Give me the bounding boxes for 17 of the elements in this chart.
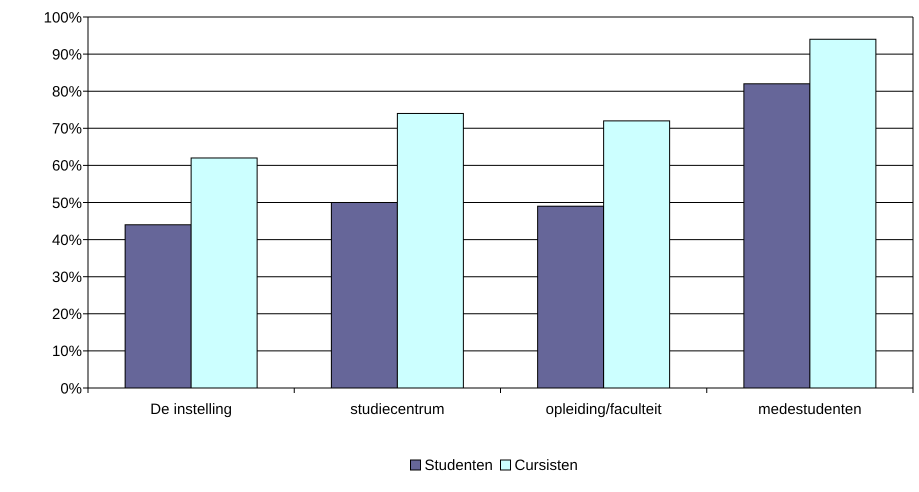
y-tick-label: 0% <box>60 380 82 398</box>
y-tick-label: 30% <box>52 268 82 286</box>
x-tick-label: medestudenten <box>758 401 862 418</box>
y-tick-label: 50% <box>52 194 82 212</box>
y-tick-label: 40% <box>52 232 82 249</box>
y-tick-label: 70% <box>52 120 82 138</box>
x-tick-label: studiecentrum <box>350 401 444 418</box>
y-tick-label: 60% <box>52 158 82 175</box>
y-tick-label: 100% <box>44 9 82 26</box>
legend-label: Cursisten <box>514 457 578 474</box>
y-tick-label: 80% <box>52 83 82 100</box>
y-tick-label: 90% <box>52 46 82 64</box>
y-tick-label: 10% <box>52 343 82 360</box>
x-tick-label: De instelling <box>150 401 232 418</box>
y-tick-label: 20% <box>52 306 82 324</box>
legend-label: Studenten <box>424 457 493 474</box>
x-tick-label: opleiding/faculteit <box>546 401 662 418</box>
